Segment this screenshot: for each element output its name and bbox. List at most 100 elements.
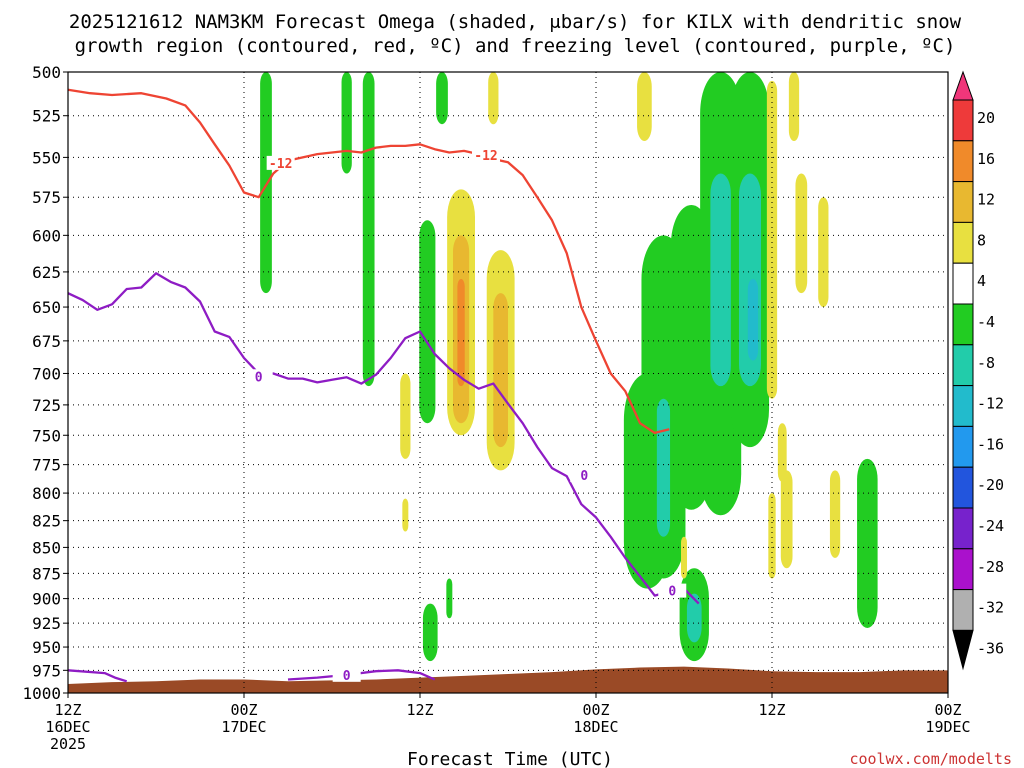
plot-frame	[67, 71, 949, 694]
colorbar-label-13: -36	[977, 639, 1004, 657]
contour-label-bg-2	[244, 369, 273, 384]
y-tick-label-825: 825	[32, 512, 61, 531]
chart-title-line2: growth region (contoured, red, ºC) and f…	[75, 35, 956, 57]
y-tick-label-875: 875	[32, 564, 61, 583]
y-tick-label-725: 725	[32, 396, 61, 415]
omega-blob-35	[777, 423, 787, 482]
contour-label-3: 0	[580, 469, 588, 484]
omega-blob-0	[260, 72, 272, 294]
colorbar-segment-13	[952, 589, 974, 631]
omega-blob-18	[656, 398, 671, 537]
omega-blob-2	[362, 72, 375, 387]
colorbar-segment-3	[952, 181, 974, 223]
y-tick-label-800: 800	[32, 484, 61, 503]
x-tick-label-1-1: 17DEC	[221, 718, 266, 736]
colorbar: 20 16 12 8 4 -4 -8 -12 -16 -20 -24 -28 -32 -36	[952, 70, 1004, 671]
contour-label-1: -12	[474, 149, 497, 164]
colorbar-min-arrow	[952, 629, 974, 671]
contour-label-4: 0	[668, 585, 676, 600]
omega-blob-4	[436, 72, 448, 125]
colorbar-segment-11	[952, 507, 974, 550]
omega-blob-13	[493, 293, 508, 448]
y-tick-label-525: 525	[32, 107, 61, 126]
omega-blob-28	[766, 80, 778, 399]
contour-label-0: -12	[269, 157, 292, 172]
contour-purple-surface	[67, 669, 128, 683]
y-tick-label-975: 975	[32, 661, 61, 680]
x-tick-label-4-0: 12Z	[758, 701, 785, 719]
y-tick-label-625: 625	[32, 263, 61, 282]
omega-blob-5	[400, 373, 411, 459]
y-tick-label-600: 600	[32, 226, 61, 245]
x-tick-label-2-0: 12Z	[406, 701, 433, 719]
colorbar-label-2: 12	[977, 191, 995, 209]
terrain	[68, 666, 948, 693]
colorbar-label-8: -16	[977, 435, 1004, 453]
omega-blob-29	[788, 72, 800, 141]
contour-label-2: 0	[255, 370, 263, 385]
omega-blob-24	[747, 279, 759, 361]
colorbar-segment-1	[952, 99, 974, 142]
y-tick-label-925: 925	[32, 614, 61, 633]
y-tick-label-500: 500	[32, 63, 61, 82]
chart-title-line1: 2025121612 NAM3KM Forecast Omega (shaded…	[69, 11, 962, 33]
contour-label-bg-0	[266, 155, 295, 170]
contour-label-bg-5	[332, 667, 361, 682]
colorbar-label-6: -8	[977, 354, 995, 372]
omega-blob-14	[488, 72, 499, 125]
colorbar-label-7: -12	[977, 395, 1004, 413]
omega-blob-1	[341, 72, 352, 174]
colorbar-segment-2	[952, 140, 974, 183]
omega-blob-33	[768, 493, 776, 579]
colorbar-segment-9	[952, 425, 974, 468]
omega-blob-27	[857, 458, 878, 628]
y-tick-label-1000: 1000	[22, 684, 61, 703]
x-tick-label-0-0: 12Z	[54, 701, 81, 719]
colorbar-label-1: 16	[977, 150, 995, 168]
contour-purple	[67, 272, 700, 605]
y-tick-label-950: 950	[32, 638, 61, 657]
contour-label-bg-3	[570, 468, 599, 483]
y-tick-label-850: 850	[32, 538, 61, 557]
colorbar-label-10: -24	[977, 517, 1004, 535]
colorbar-label-12: -32	[977, 599, 1004, 617]
y-tick-label-550: 550	[32, 148, 61, 167]
omega-blob-11	[457, 279, 465, 387]
credit-text: coolwx.com/modelts	[849, 750, 1012, 768]
contour-purple-bottom	[287, 669, 436, 681]
x-tick-label-3-1: 18DEC	[573, 718, 618, 736]
omega-blob-6	[402, 498, 409, 532]
colorbar-segment-8	[952, 385, 974, 427]
omega-blob-7	[446, 578, 453, 619]
omega-blob-8	[422, 603, 438, 662]
contour-red	[67, 88, 670, 435]
contour-label-bg-4	[658, 583, 687, 598]
omega-blob-30	[795, 173, 808, 294]
omega-blob-15	[637, 72, 652, 141]
omega-blob-3	[419, 220, 436, 424]
y-tick-label-900: 900	[32, 590, 61, 609]
colorbar-label-11: -28	[977, 558, 1004, 576]
omega-blob-26	[686, 593, 702, 643]
y-tick-label-700: 700	[32, 364, 61, 383]
omega-blob-32	[780, 470, 793, 569]
omega-shading	[260, 72, 878, 662]
x-tick-label-0-1: 16DEC	[45, 718, 90, 736]
y-tick-label-775: 775	[32, 456, 61, 475]
colorbar-label-3: 8	[977, 231, 986, 249]
terrain-fill	[68, 666, 948, 693]
colorbar-segment-6	[952, 303, 974, 346]
y-tick-label-575: 575	[32, 188, 61, 207]
colorbar-label-5: -4	[977, 313, 995, 331]
x-tick-label-5-0: 00Z	[934, 701, 961, 719]
y-tick-label-750: 750	[32, 426, 61, 445]
x-tick-label-5-1: 19DEC	[925, 718, 970, 736]
contours: -12 -12 0 0 0 0	[67, 88, 700, 684]
x-tick-label-0-2: 2025	[50, 735, 86, 753]
contour-label-bg-1	[472, 147, 500, 162]
y-tick-label-675: 675	[32, 332, 61, 351]
omega-blob-21	[710, 173, 731, 387]
y-tick-label-650: 650	[32, 298, 61, 317]
